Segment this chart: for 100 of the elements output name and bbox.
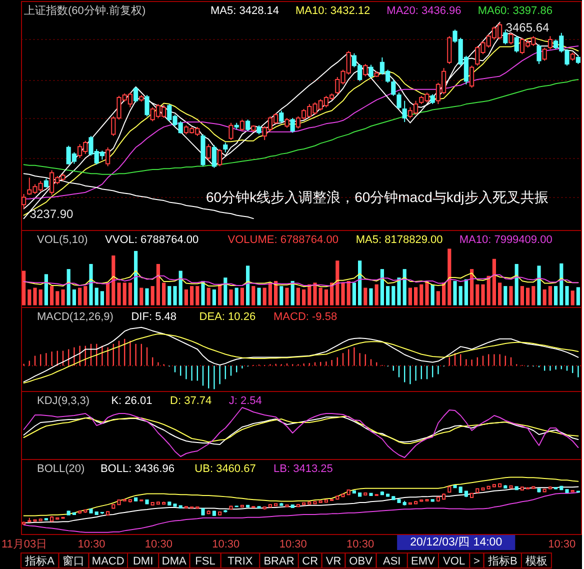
bar [336,260,340,306]
bar [330,282,334,306]
series-label: UB: 3460.67 [194,463,256,475]
bar [72,289,76,306]
bar [290,280,294,306]
x-tick-label: 10:30 [346,538,374,550]
bar [296,288,300,306]
candlestick [514,36,519,54]
bar [470,269,474,306]
bar [117,282,121,306]
bar [234,288,238,306]
bar [201,280,205,306]
bar [128,282,132,306]
bar [145,288,149,306]
text: LB: 3413.25 [274,463,333,475]
series-label: J: 2.54 [228,395,262,407]
candlestick [106,146,110,167]
candlestick [402,100,407,123]
bar [324,289,328,306]
bar [481,284,485,306]
candlestick [279,110,284,124]
bar [492,258,496,306]
text: CR [302,556,318,568]
bar [257,288,261,306]
bar [369,288,373,306]
text: 指标A [24,556,56,568]
bar [514,264,518,306]
annotation: 3237.90 [30,206,74,221]
candlestick [548,36,552,50]
annotation: 3465.64 [506,20,550,35]
x-tick-label: 11月03日 [1,538,48,550]
bar [542,289,546,306]
series-label: D: 37.74 [170,395,212,407]
text: 模板 [525,556,548,568]
bar [285,288,289,306]
candlestick [212,144,216,168]
bar [380,269,384,306]
series-label: DEA: 10.26 [199,311,256,323]
text: DMA [162,556,188,568]
text: ASI [382,556,401,568]
text: 指标B [486,556,518,568]
bar [168,286,172,306]
candlestick [430,94,435,105]
bar [420,284,424,306]
bar [358,260,362,306]
bar [565,286,569,306]
bar [554,286,558,306]
text: DMI [132,556,154,568]
candlestick [368,64,374,78]
bar [408,288,412,306]
bar [134,250,138,306]
candlestick [134,86,138,103]
bar [537,266,541,306]
bar [458,286,462,306]
candlestick [246,119,250,132]
text: 20/12/03/四 14:00 [410,536,502,548]
bar [436,291,440,306]
series-label: VOLUME: 6788764.00 [228,234,338,246]
bar [274,280,278,306]
text: EMV [411,556,436,568]
bar [106,282,110,306]
bar [430,284,434,306]
bar [246,266,250,306]
bar [22,270,26,306]
text: MA60: 3397.86 [478,5,552,17]
bar [509,286,513,306]
bar [464,279,468,306]
bar [498,282,502,306]
annotation: 60分钟k线步入调整浪，60分钟macd与kdj步入死叉共振 [206,189,548,205]
x-tick-label: 10:30 [212,538,240,550]
bar [341,282,345,306]
bar [218,284,222,306]
candlestick [396,92,402,110]
candlestick [542,47,547,62]
bar [252,286,256,306]
bar [302,289,306,306]
text: VOL [443,556,466,568]
bar [100,291,104,306]
text: MA5: 3428.14 [210,5,280,17]
bar [425,280,429,306]
chart-title: VOL(5,10) [37,234,88,246]
bar [122,282,126,306]
bar [56,291,60,306]
bar [229,289,233,306]
bar [66,269,70,306]
bar [240,288,244,306]
bar [364,288,368,306]
bar [44,274,48,306]
bar [184,289,188,306]
bar [173,286,177,306]
x-tick-label: 10:30 [548,538,576,550]
text: FSL [195,556,216,568]
candlestick [206,144,211,161]
bar [453,280,457,306]
candlestick [240,119,244,132]
candlestick [290,117,295,134]
text: 窗口 [62,554,85,568]
bar [140,288,144,306]
bar [162,282,166,306]
bar [548,286,552,306]
